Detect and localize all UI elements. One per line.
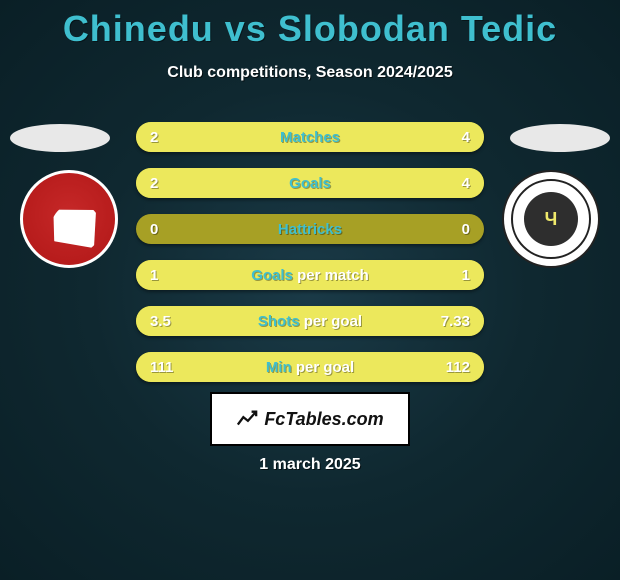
stat-bar: 0 Hattricks 0 [136, 214, 484, 244]
right-club-crest: Ч [502, 170, 600, 268]
subtitle: Club competitions, Season 2024/2025 [0, 64, 620, 82]
page-title: Chinedu vs Slobodan Tedic [0, 0, 620, 50]
platform-left [10, 124, 110, 152]
stat-right-value: 4 [424, 129, 484, 146]
stat-bar: 2 Goals 4 [136, 168, 484, 198]
stat-right-value: 1 [424, 267, 484, 284]
left-club-crest [20, 170, 118, 268]
stat-label-part1: Min [266, 359, 292, 376]
brand-badge: FcTables.com [210, 392, 410, 446]
stat-left-value: 1 [136, 267, 196, 284]
stat-left-value: 111 [136, 359, 196, 376]
footer-date: 1 march 2025 [0, 456, 620, 474]
stat-left-value: 2 [136, 129, 196, 146]
stat-label-part1: Shots [258, 313, 300, 330]
stat-label: Goals [196, 175, 424, 192]
stat-label-part1: Goals [289, 175, 331, 192]
stat-right-value: 0 [424, 221, 484, 238]
stat-right-value: 4 [424, 175, 484, 192]
stat-label-part1: Goals [251, 267, 293, 284]
stat-bar: 1Goals per match1 [136, 260, 484, 290]
brand-text: FcTables.com [264, 409, 383, 430]
stat-label: Min per goal [196, 359, 424, 376]
stat-label-part2: per goal [304, 313, 362, 330]
stat-bar: 3.5Shots per goal7.33 [136, 306, 484, 336]
stat-label: Goals per match [196, 267, 424, 284]
stat-left-value: 3.5 [136, 313, 196, 330]
platform-right [510, 124, 610, 152]
stat-label: Shots per goal [196, 313, 424, 330]
stat-label-part2: per goal [296, 359, 354, 376]
chart-icon [236, 408, 258, 430]
stat-right-value: 112 [424, 359, 484, 376]
stat-bar: 2 Matches 4 [136, 122, 484, 152]
stat-label: Hattricks [196, 221, 424, 238]
stat-bar: 111Min per goal112 [136, 352, 484, 382]
stat-right-value: 7.33 [424, 313, 484, 330]
stat-label-part1: Hattricks [278, 221, 342, 238]
stat-left-value: 0 [136, 221, 196, 238]
stat-label: Matches [196, 129, 424, 146]
stat-label-part2: per match [297, 267, 369, 284]
stats-container: 2Matches42Goals40Hattricks01Goals per ma… [136, 122, 484, 398]
stat-left-value: 2 [136, 175, 196, 192]
stat-label-part1: Matches [280, 129, 340, 146]
